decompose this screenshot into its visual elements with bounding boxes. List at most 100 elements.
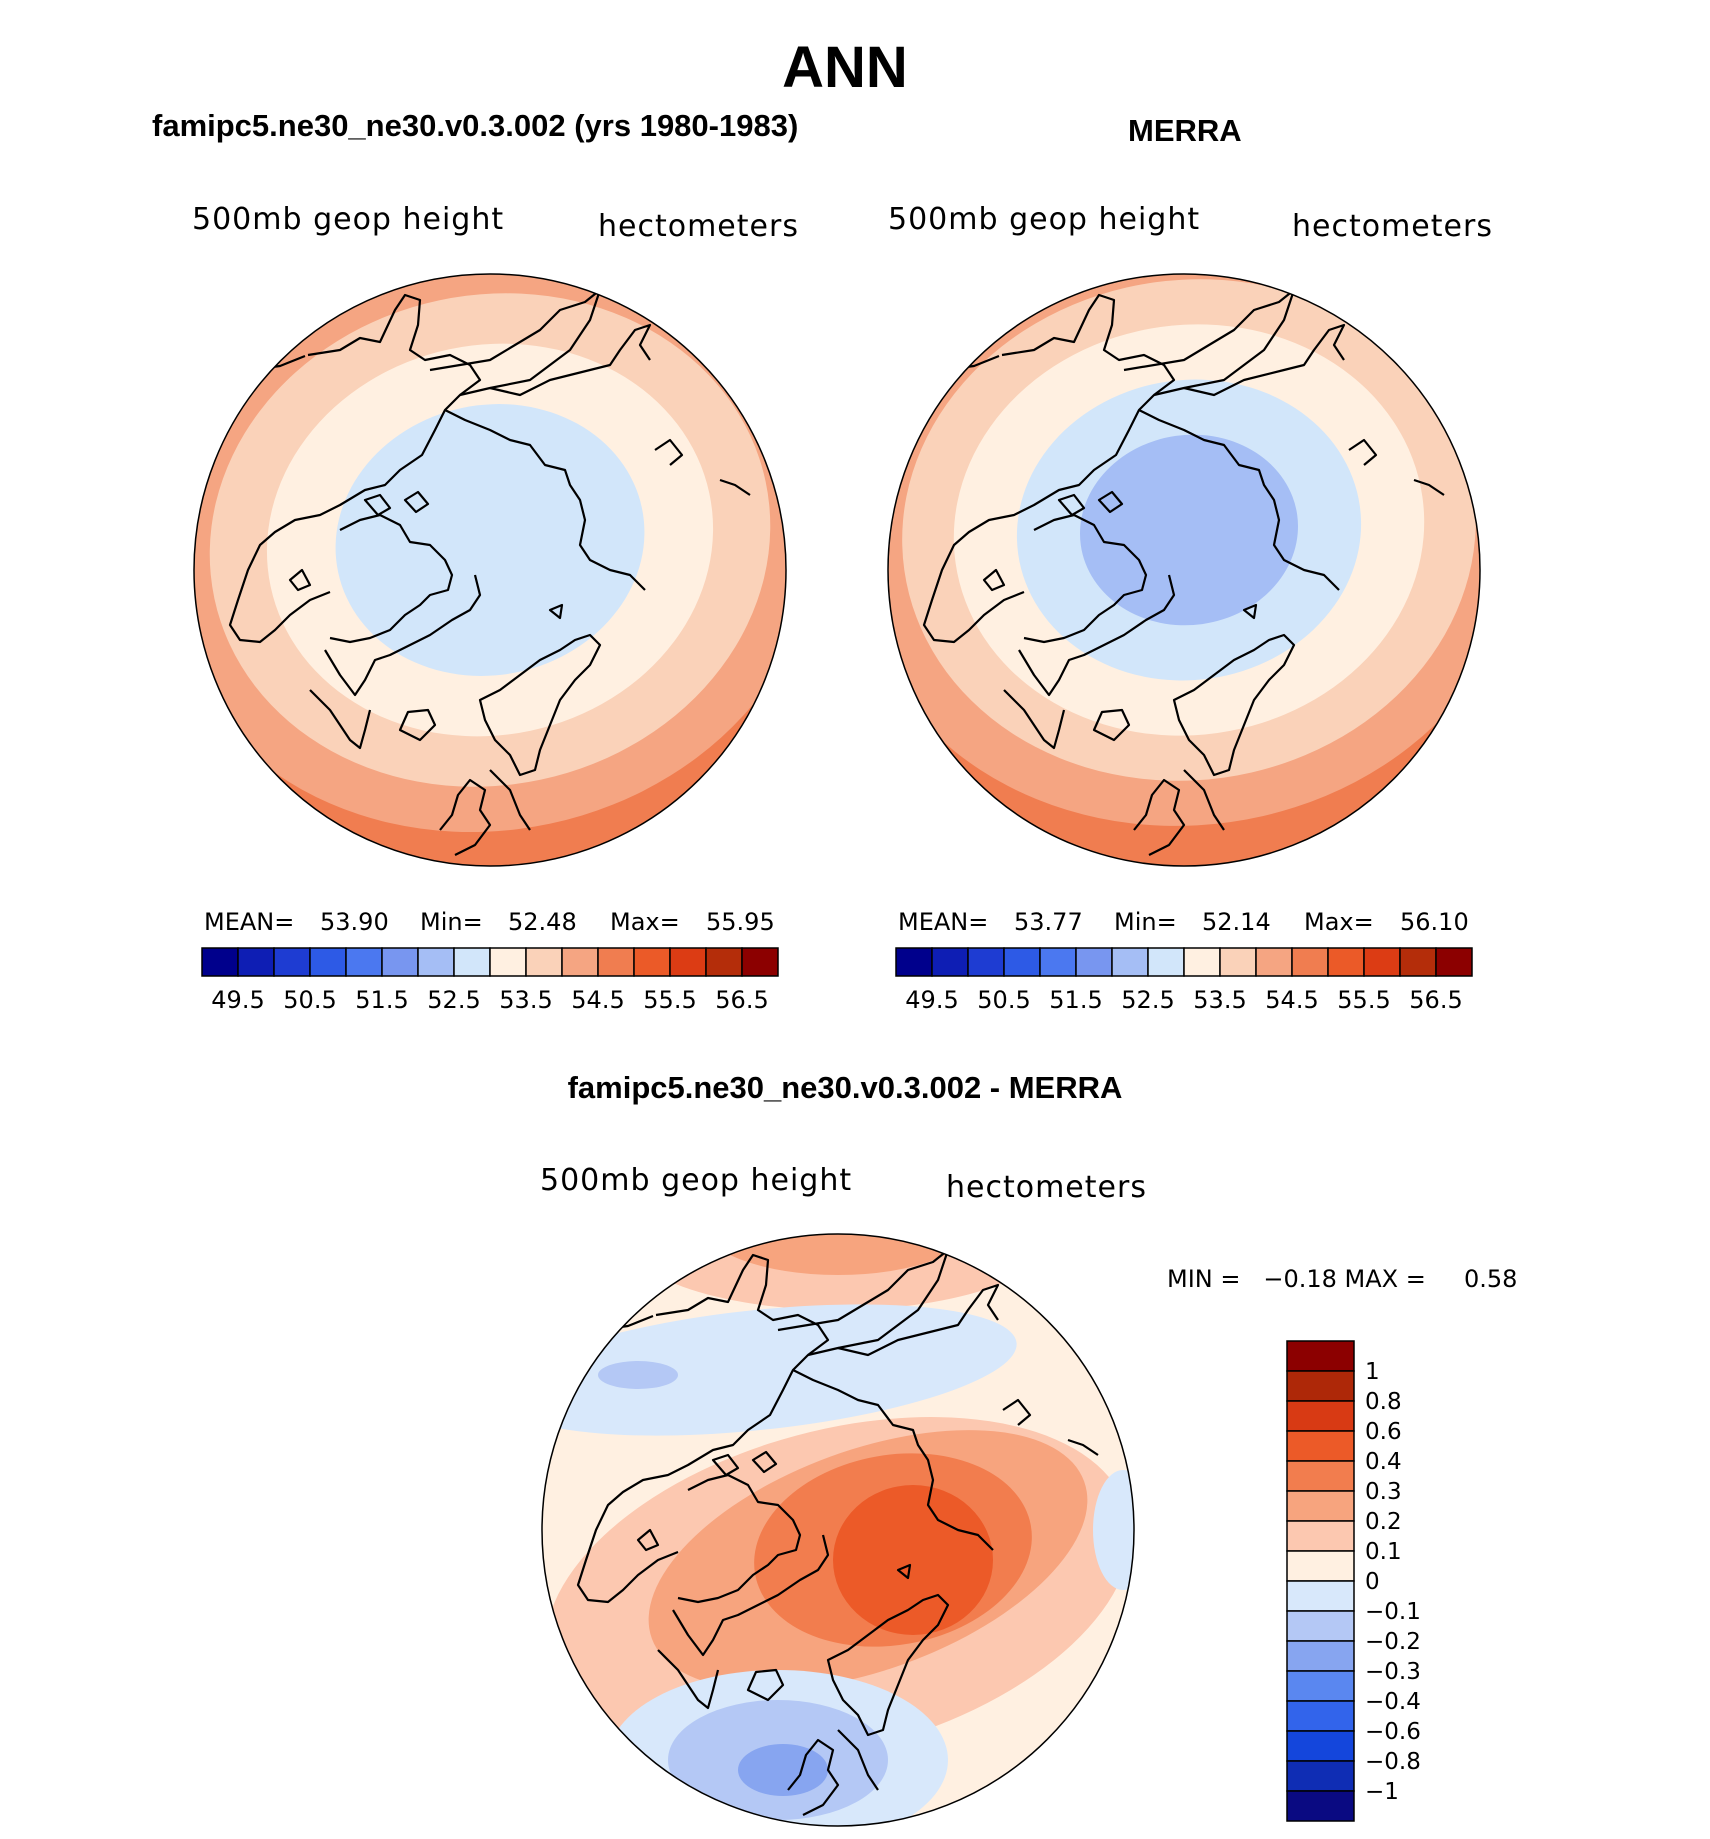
left-colorbar-box	[669, 947, 707, 977]
right-colorbar-box	[1219, 947, 1257, 977]
diff-colorbar-box	[1286, 1430, 1355, 1462]
left-coastline	[719, 478, 751, 496]
right-panel-title: MERRA	[1128, 113, 1242, 148]
diff-coastline	[1067, 1438, 1099, 1456]
right-colorbar-tick-label: 54.5	[1265, 986, 1318, 1014]
right-colorbar-tick-label: 52.5	[1121, 986, 1174, 1014]
left-colorbar-box	[345, 947, 383, 977]
left-coastline	[309, 689, 372, 750]
right-colorbar-tick-label: 53.5	[1193, 986, 1246, 1014]
diff-contour-band	[833, 1485, 993, 1635]
diff-units-label: hectometers	[946, 1170, 1147, 1205]
right-colorbar-tick-label: 55.5	[1337, 986, 1390, 1014]
diff-colorbar-box	[1286, 1610, 1355, 1642]
left-coastline	[444, 409, 646, 591]
diff-contour-band	[738, 1744, 828, 1796]
diff-colorbar-tick-label: −0.8	[1365, 1749, 1421, 1775]
diff-colorbar-box	[1286, 1370, 1355, 1402]
right-coastline	[1133, 778, 1186, 856]
left-colorbar-box	[273, 947, 311, 977]
right-colorbar-box	[1435, 947, 1473, 977]
right-colorbar-box	[1363, 947, 1401, 977]
left-min-label: Min=	[420, 908, 483, 936]
right-colorbar-tick-label: 49.5	[905, 986, 958, 1014]
diff-colorbar-box	[1286, 1730, 1355, 1762]
diff-colorbar-box	[1286, 1460, 1355, 1492]
left-coastline	[429, 288, 602, 397]
right-contour-band	[1080, 434, 1298, 626]
left-variable-label: 500mb geop height	[192, 202, 505, 237]
diff-coastline	[576, 1253, 830, 1604]
right-colorbar-box	[1075, 947, 1113, 977]
right-coastline	[1092, 708, 1131, 742]
left-colorbar-box	[633, 947, 671, 977]
left-colorbar-box	[705, 947, 743, 977]
diff-variable-label: 500mb geop height	[540, 1163, 853, 1198]
left-colorbar-box	[309, 947, 347, 977]
diff-colorbar-tick-label: 0	[1365, 1569, 1380, 1595]
left-panel-title: famipc5.ne30_ne30.v0.3.002 (yrs 1980-198…	[152, 108, 799, 143]
left-colorbar-tick-label: 54.5	[571, 986, 624, 1014]
right-colorbar-box	[1183, 947, 1221, 977]
diff-coastline	[657, 1649, 720, 1710]
left-colorbar-tick-label: 50.5	[283, 986, 336, 1014]
left-mean-value: 53.90	[320, 908, 389, 936]
left-colorbar-tick-label: 52.5	[427, 986, 480, 1014]
left-coastline	[439, 778, 492, 856]
left-colorbar-box	[201, 947, 239, 977]
right-colorbar: 49.5 50.5 51.5 52.5 53.5 54.5 55.5 56.5	[895, 947, 1473, 1014]
diff-coastline	[711, 1453, 740, 1477]
left-colorbar-box	[381, 947, 419, 977]
left-coastline	[288, 568, 312, 592]
right-polar-map	[887, 273, 1481, 867]
left-colorbar-box	[453, 947, 491, 977]
right-colorbar-box	[1111, 947, 1149, 977]
diff-colorbar-box	[1286, 1700, 1355, 1732]
left-colorbar-box	[525, 947, 563, 977]
diff-colorbar-tick-label: −0.4	[1365, 1689, 1421, 1715]
right-min-label: Min=	[1114, 908, 1177, 936]
right-coastline	[1097, 490, 1124, 514]
right-mean-label: MEAN=	[898, 908, 989, 936]
right-coastline	[922, 293, 1176, 644]
right-colorbar-box	[1255, 947, 1293, 977]
right-colorbar-box	[1399, 947, 1437, 977]
diff-coastline	[837, 1283, 1000, 1357]
diff-colorbar-tick-label: 0.3	[1365, 1479, 1402, 1505]
left-colorbar-box	[417, 947, 455, 977]
diff-coastline	[896, 1563, 912, 1580]
right-coastline	[1138, 409, 1340, 591]
diff-colorbar-tick-label: 0.1	[1365, 1539, 1402, 1565]
right-coastline	[1242, 603, 1258, 620]
left-colorbar-box	[597, 947, 635, 977]
left-max-label: Max=	[610, 908, 680, 936]
diff-colorbar-box	[1286, 1550, 1355, 1582]
left-colorbar-tick-label: 55.5	[643, 986, 696, 1014]
diff-colorbar-tick-label: 0.4	[1365, 1449, 1402, 1475]
right-colorbar-tick-label: 50.5	[977, 986, 1030, 1014]
right-coastline	[1183, 769, 1225, 831]
right-colorbar-box	[931, 947, 969, 977]
diff-colorbar-tick-label: 0.8	[1365, 1389, 1402, 1415]
left-contour-band	[335, 404, 645, 676]
diff-coastline	[672, 1534, 830, 1657]
diff-colorbar-tick-label: −0.2	[1365, 1629, 1421, 1655]
diff-colorbar-tick-label: −0.1	[1365, 1599, 1421, 1625]
left-min-value: 52.48	[508, 908, 577, 936]
diff-coastline	[751, 1450, 778, 1474]
diff-colorbar-box	[1286, 1400, 1355, 1432]
diff-colorbar-box	[1286, 1580, 1355, 1612]
diff-panel-title: famipc5.ne30_ne30.v0.3.002 - MERRA	[567, 1070, 1123, 1105]
right-colorbar-box	[967, 947, 1005, 977]
diff-colorbar-box	[1286, 1640, 1355, 1672]
left-colorbar-box	[489, 947, 527, 977]
diff-coastline	[777, 1248, 950, 1357]
diff-colorbar-tick-label: −0.6	[1365, 1719, 1421, 1745]
right-coastline	[982, 568, 1006, 592]
left-map-border	[193, 273, 787, 867]
diff-coastline	[792, 1369, 994, 1551]
right-coastline	[1003, 689, 1066, 750]
main-title: ANN	[782, 35, 908, 100]
right-mean-value: 53.77	[1014, 908, 1083, 936]
right-coastline	[1348, 438, 1378, 466]
